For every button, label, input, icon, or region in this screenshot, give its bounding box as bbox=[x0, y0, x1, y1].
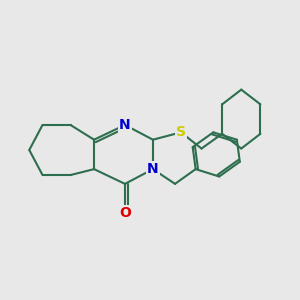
Text: N: N bbox=[119, 118, 131, 132]
Text: N: N bbox=[147, 162, 159, 176]
Text: S: S bbox=[176, 125, 186, 139]
Text: O: O bbox=[119, 206, 131, 220]
